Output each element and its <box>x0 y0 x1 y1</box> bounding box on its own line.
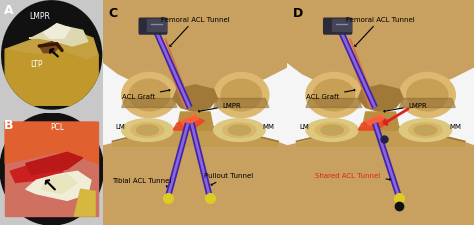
Ellipse shape <box>306 119 358 142</box>
Polygon shape <box>74 189 95 216</box>
Text: Tibial ACL Tunnel: Tibial ACL Tunnel <box>112 177 172 187</box>
Ellipse shape <box>321 126 343 135</box>
Polygon shape <box>147 20 166 32</box>
Ellipse shape <box>315 123 349 138</box>
Text: Pullout Tunnel: Pullout Tunnel <box>204 173 254 186</box>
Polygon shape <box>287 126 474 225</box>
Text: B: B <box>4 118 14 131</box>
Polygon shape <box>181 115 199 126</box>
Polygon shape <box>287 0 474 99</box>
Polygon shape <box>26 153 82 175</box>
Polygon shape <box>5 123 98 164</box>
Polygon shape <box>44 25 70 39</box>
Polygon shape <box>306 99 362 108</box>
Ellipse shape <box>407 80 448 111</box>
Ellipse shape <box>122 119 173 142</box>
Text: LMPR: LMPR <box>199 103 242 112</box>
Polygon shape <box>26 171 91 200</box>
Polygon shape <box>41 175 77 194</box>
Ellipse shape <box>129 80 170 111</box>
Polygon shape <box>173 117 204 130</box>
Text: LMPR: LMPR <box>29 12 50 21</box>
Text: C: C <box>109 7 118 20</box>
Polygon shape <box>287 0 474 225</box>
Polygon shape <box>10 158 73 183</box>
Polygon shape <box>365 115 384 126</box>
Text: MM: MM <box>449 123 461 129</box>
Polygon shape <box>39 42 60 54</box>
Text: D: D <box>293 7 303 20</box>
Ellipse shape <box>221 80 262 111</box>
Polygon shape <box>103 126 287 225</box>
Text: Femoral ACL Tunnel: Femoral ACL Tunnel <box>346 16 415 47</box>
Polygon shape <box>214 99 269 108</box>
Text: LMPR: LMPR <box>384 103 428 112</box>
Text: ACL Graft: ACL Graft <box>122 90 170 100</box>
Polygon shape <box>362 112 399 130</box>
Ellipse shape <box>122 73 177 118</box>
Polygon shape <box>358 117 390 130</box>
Polygon shape <box>122 99 177 108</box>
Ellipse shape <box>414 126 437 135</box>
Ellipse shape <box>131 123 164 138</box>
Ellipse shape <box>214 73 269 118</box>
Ellipse shape <box>214 119 265 142</box>
Text: LTP: LTP <box>30 60 42 69</box>
Polygon shape <box>5 50 98 106</box>
Text: Femoral ACL Tunnel: Femoral ACL Tunnel <box>161 16 230 47</box>
Ellipse shape <box>0 114 103 225</box>
Ellipse shape <box>409 123 442 138</box>
Text: PCL: PCL <box>50 122 64 131</box>
FancyBboxPatch shape <box>139 19 167 35</box>
Ellipse shape <box>313 80 355 111</box>
Ellipse shape <box>223 123 256 138</box>
Text: Shared ACL Tunnel: Shared ACL Tunnel <box>315 173 390 180</box>
Polygon shape <box>103 0 287 225</box>
Text: MM: MM <box>263 123 275 129</box>
Polygon shape <box>173 86 218 112</box>
Ellipse shape <box>137 126 158 135</box>
Text: ACL Graft: ACL Graft <box>306 90 355 100</box>
Text: LM: LM <box>115 123 125 129</box>
Polygon shape <box>297 126 465 146</box>
Ellipse shape <box>228 126 250 135</box>
Polygon shape <box>112 126 278 146</box>
FancyBboxPatch shape <box>324 19 352 35</box>
Text: A: A <box>4 4 14 17</box>
Ellipse shape <box>399 73 456 118</box>
Polygon shape <box>5 31 98 61</box>
Polygon shape <box>103 0 287 99</box>
Text: LM: LM <box>299 123 309 129</box>
Polygon shape <box>29 28 88 47</box>
Ellipse shape <box>306 73 362 118</box>
Polygon shape <box>358 86 403 112</box>
Polygon shape <box>332 20 351 32</box>
Polygon shape <box>399 99 456 108</box>
Polygon shape <box>5 123 98 216</box>
Ellipse shape <box>399 119 452 142</box>
Polygon shape <box>177 112 214 130</box>
Ellipse shape <box>0 0 103 111</box>
